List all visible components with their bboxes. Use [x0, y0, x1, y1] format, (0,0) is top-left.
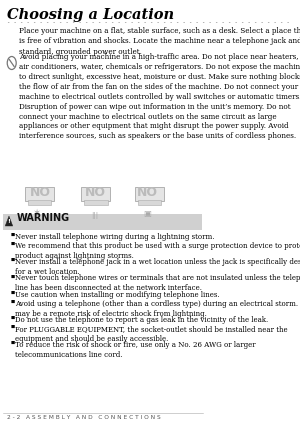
Text: |||: |||	[92, 212, 99, 218]
Text: !: !	[8, 219, 10, 224]
Text: - - - - - - - - - - - - - - - - - - - - - - - - - - - - - - - - - - - - - - - - : - - - - - - - - - - - - - - - - - - - - …	[7, 20, 289, 25]
Bar	[81, 187, 110, 201]
Text: ■: ■	[10, 258, 14, 262]
Text: 2 - 2   A S S E M B L Y   A N D   C O N N E C T I O N S: 2 - 2 A S S E M B L Y A N D C O N N E C …	[7, 415, 160, 420]
Text: Never install a telephone jack in a wet location unless the jack is specifically: Never install a telephone jack in a wet …	[15, 258, 300, 276]
Bar	[3, 214, 202, 230]
Text: WARNING: WARNING	[16, 213, 70, 223]
Text: We recommend that this product be used with a surge protection device to protect: We recommend that this product be used w…	[15, 242, 300, 260]
Text: Never install telephone wiring during a lightning storm.: Never install telephone wiring during a …	[15, 233, 215, 241]
Text: Avoid using a telephone (other than a cordless type) during an electrical storm.: Avoid using a telephone (other than a co…	[15, 300, 300, 317]
Text: For PLUGGABLE EQUIPMENT, the socket-outlet should be installed near the
equipmen: For PLUGGABLE EQUIPMENT, the socket-outl…	[15, 325, 288, 343]
Text: NO: NO	[137, 185, 158, 198]
Text: ■: ■	[10, 300, 14, 304]
Text: To reduce the risk of shock or fire, use only a No. 26 AWG or larger
telecommuni: To reduce the risk of shock or fire, use…	[15, 341, 256, 359]
Text: ■: ■	[10, 233, 14, 237]
Text: ■: ■	[10, 242, 14, 246]
Text: Use caution when installing or modifying telephone lines.: Use caution when installing or modifying…	[15, 291, 220, 299]
Text: Never touch telephone wires or terminals that are not insulated unless the telep: Never touch telephone wires or terminals…	[15, 275, 300, 292]
Text: ✶: ✶	[32, 208, 40, 218]
Polygon shape	[5, 216, 13, 226]
Text: ■: ■	[10, 316, 14, 320]
Bar	[28, 200, 51, 205]
Text: ■: ■	[10, 325, 14, 329]
Text: ■: ■	[10, 275, 14, 278]
Text: ■: ■	[10, 291, 14, 295]
Text: NO: NO	[85, 185, 106, 198]
Bar	[84, 200, 107, 205]
Text: NO: NO	[29, 185, 50, 198]
Text: Place your machine on a flat, stable surface, such as a desk. Select a place tha: Place your machine on a flat, stable sur…	[19, 27, 300, 56]
Bar	[138, 200, 161, 205]
Text: ▣: ▣	[144, 209, 152, 218]
Text: Choosing a Location: Choosing a Location	[7, 8, 174, 22]
Text: ■: ■	[10, 341, 14, 346]
Bar	[25, 187, 54, 201]
Text: Do not use the telephone to report a gas leak in the vicinity of the leak.: Do not use the telephone to report a gas…	[15, 316, 268, 324]
Bar	[135, 187, 164, 201]
Text: Avoid placing your machine in a high-traffic area. Do not place near heaters,
ai: Avoid placing your machine in a high-tra…	[19, 53, 300, 140]
